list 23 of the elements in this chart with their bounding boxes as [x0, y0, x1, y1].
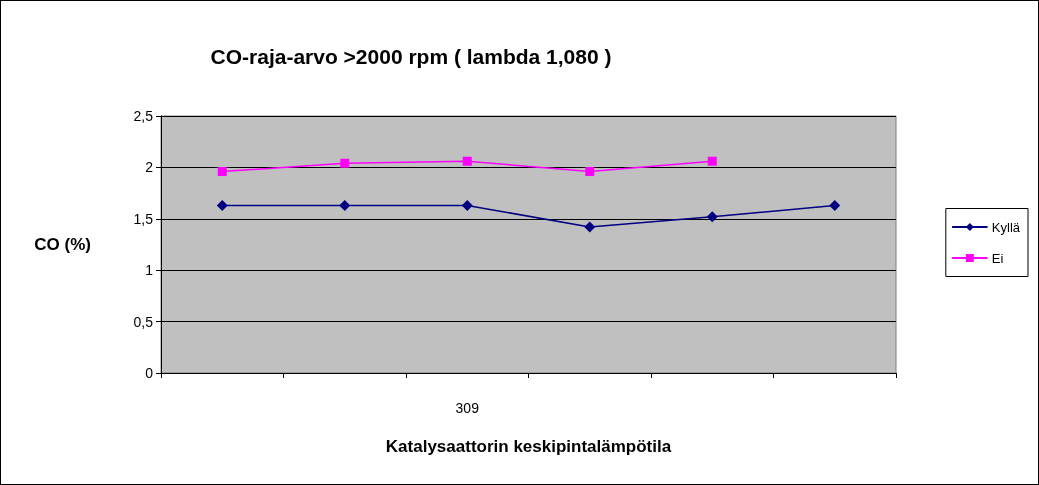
legend-label: Kyllä: [991, 219, 1021, 235]
point: [585, 167, 595, 177]
point: [706, 211, 718, 223]
chart-title: CO-raja-arvo >2000 rpm ( lambda 1,080 ): [210, 45, 612, 68]
x-tick-label: 309: [455, 400, 480, 416]
point: [340, 158, 350, 168]
y-tick-label: 0: [145, 365, 154, 381]
y-tick-label: 2: [145, 159, 154, 176]
point: [584, 221, 596, 233]
point: [339, 199, 351, 211]
point: [462, 156, 472, 166]
point: [217, 167, 227, 177]
x-axis-title: Katalysaattorin keskipintalämpötila: [385, 437, 672, 456]
point: [829, 199, 841, 211]
y-tick-label: 1,5: [133, 210, 154, 227]
point: [216, 199, 228, 211]
y-tick-label: 0,5: [133, 313, 154, 330]
point: [707, 156, 717, 166]
y-tick-label: 2,5: [133, 108, 154, 124]
y-tick-label: 1: [145, 262, 154, 279]
point: [461, 199, 473, 211]
y-axis-title: CO (%): [34, 235, 91, 254]
legend-label: Ei: [991, 250, 1004, 266]
